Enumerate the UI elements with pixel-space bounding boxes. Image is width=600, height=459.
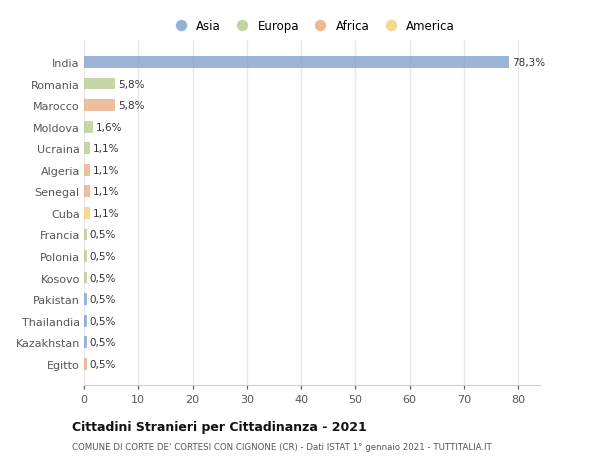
Bar (84, 57, 509, 69)
Bar (84, 229, 87, 241)
Text: 1,1%: 1,1% (92, 208, 119, 218)
Bar (84, 143, 90, 155)
Text: 5,8%: 5,8% (118, 101, 145, 111)
Bar (84, 358, 87, 370)
Text: 0,5%: 0,5% (89, 316, 116, 326)
Bar (84, 251, 87, 263)
Bar (84, 336, 87, 348)
Bar (84, 186, 90, 198)
Bar (84, 164, 90, 176)
Bar (84, 78, 115, 90)
Text: 1,1%: 1,1% (92, 165, 119, 175)
Bar (84, 294, 87, 305)
Text: 0,5%: 0,5% (89, 252, 116, 262)
Text: 0,5%: 0,5% (89, 337, 116, 347)
Bar (84, 100, 115, 112)
Text: 78,3%: 78,3% (512, 58, 545, 68)
Legend: Asia, Europa, Africa, America: Asia, Europa, Africa, America (166, 16, 458, 36)
Text: 1,1%: 1,1% (92, 187, 119, 197)
Bar (84, 315, 87, 327)
Bar (84, 122, 92, 133)
Bar (84, 272, 87, 284)
Text: 1,6%: 1,6% (95, 123, 122, 132)
Text: Cittadini Stranieri per Cittadinanza - 2021: Cittadini Stranieri per Cittadinanza - 2… (72, 420, 367, 433)
Text: 5,8%: 5,8% (118, 79, 145, 90)
Text: 1,1%: 1,1% (92, 144, 119, 154)
Text: 0,5%: 0,5% (89, 230, 116, 240)
Bar (84, 207, 90, 219)
Text: COMUNE DI CORTE DE' CORTESI CON CIGNONE (CR) - Dati ISTAT 1° gennaio 2021 - TUTT: COMUNE DI CORTE DE' CORTESI CON CIGNONE … (72, 442, 492, 451)
Text: 0,5%: 0,5% (89, 359, 116, 369)
Text: 0,5%: 0,5% (89, 295, 116, 304)
Text: 0,5%: 0,5% (89, 273, 116, 283)
